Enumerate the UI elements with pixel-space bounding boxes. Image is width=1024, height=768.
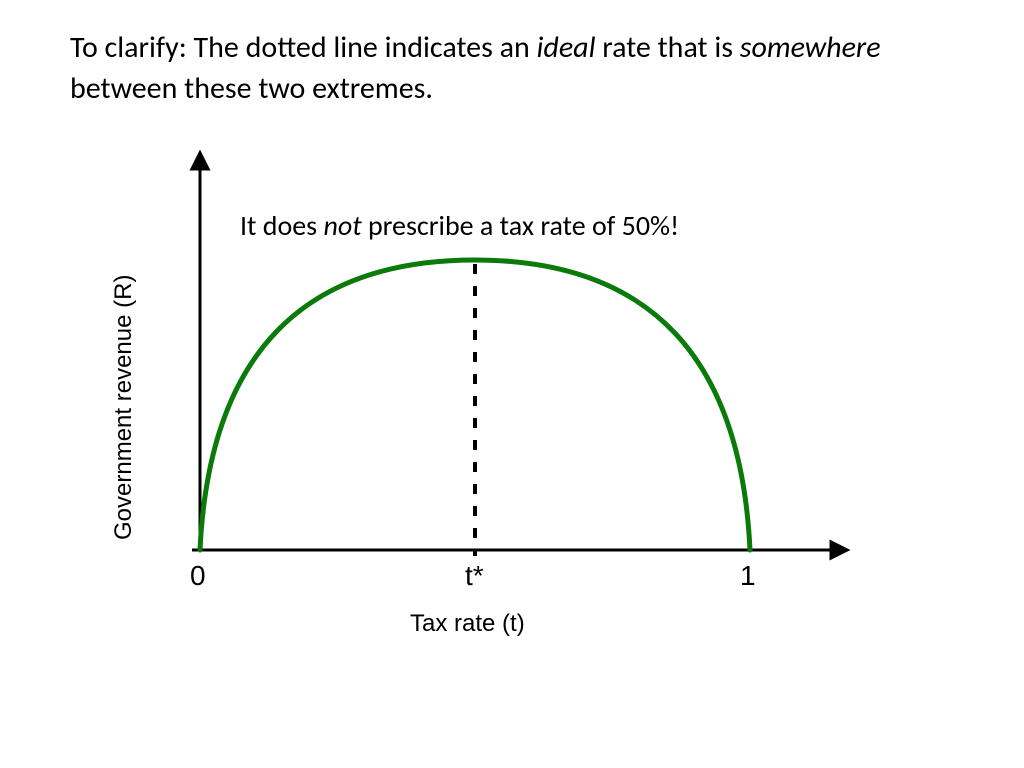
annotation-em: not [323,208,361,243]
heading-em-1: ideal [537,29,596,66]
x-tick-t*: t* [465,560,484,592]
heading-text-2: rate that is [595,29,739,66]
annotation-text-1: It does [240,208,323,243]
x-tick-1: 1 [740,560,756,592]
chart-annotation: It does not prescribe a tax rate of 50%! [240,208,679,243]
heading-em-2: somewhere [740,29,881,66]
y-axis-label: Government revenue (R) [110,275,138,540]
heading-text-1: To clarify: The dotted line indicates an [70,29,537,66]
laffer-chart: It does not prescribe a tax rate of 50%!… [80,150,900,670]
annotation-text-2: prescribe a tax rate of 50%! [362,208,680,243]
heading-text-3: between these two extremes. [70,70,433,107]
x-axis-label: Tax rate (t) [410,610,525,638]
x-tick-0: 0 [190,560,206,592]
slide-heading: To clarify: The dotted line indicates an… [70,28,960,109]
